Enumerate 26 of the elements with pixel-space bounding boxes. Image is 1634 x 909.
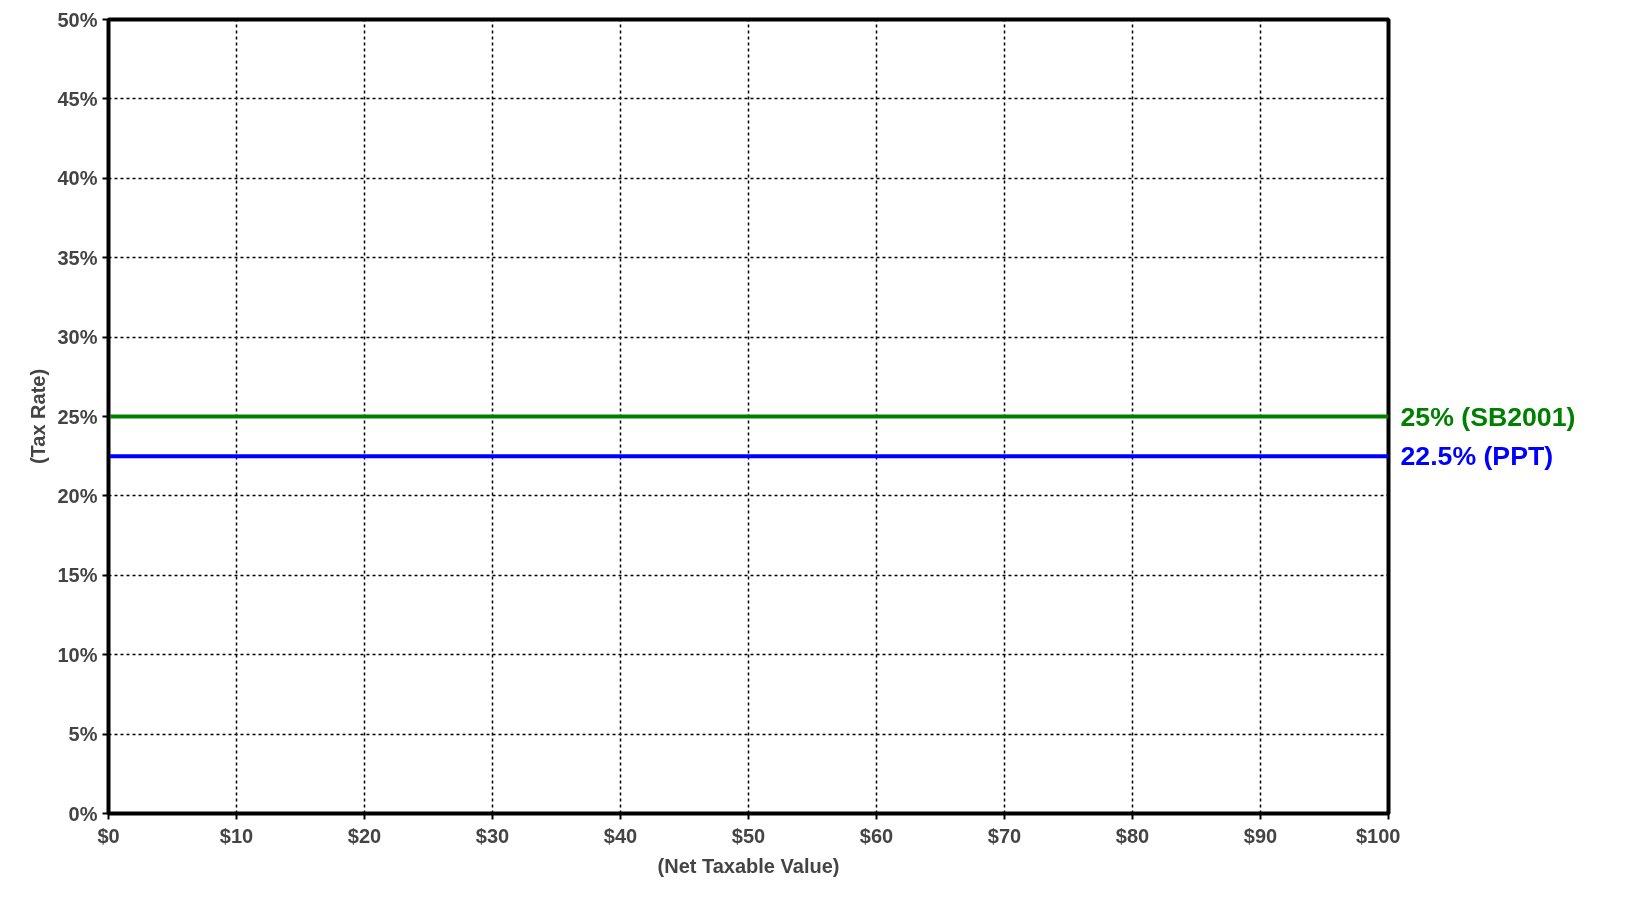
x-tick-label: $20	[347, 824, 382, 847]
series-label: 22.5% (PPT)	[1400, 441, 1554, 472]
y-tick-label: 50%	[57, 8, 98, 31]
series-label: 25% (SB2001)	[1400, 401, 1576, 432]
x-tick-label: $0	[97, 824, 120, 847]
y-tick-label: 35%	[57, 246, 98, 269]
y-tick-label: 10%	[57, 643, 98, 666]
y-axis-title: (Tax Rate)	[27, 368, 50, 465]
y-tick-label: 20%	[57, 484, 98, 507]
x-tick-label: $80	[1115, 824, 1150, 847]
x-tick-label: $40	[603, 824, 638, 847]
y-tick-label: 40%	[57, 167, 98, 190]
y-tick-label: 25%	[57, 405, 98, 428]
y-tick-label: 5%	[68, 723, 98, 746]
y-tick-label: 0%	[68, 802, 98, 825]
y-tick-label: 15%	[57, 564, 98, 587]
x-tick-label: $100	[1356, 824, 1401, 847]
x-tick-label: $30	[475, 824, 510, 847]
x-tick-label: $10	[219, 824, 254, 847]
y-tick-label: 45%	[57, 87, 98, 110]
x-axis-title: (Net Taxable Value)	[657, 854, 840, 877]
x-tick-label: $70	[987, 824, 1022, 847]
x-tick-label: $90	[1243, 824, 1278, 847]
x-tick-label: $60	[859, 824, 894, 847]
x-tick-label: $50	[731, 824, 766, 847]
y-tick-label: 30%	[57, 326, 98, 349]
